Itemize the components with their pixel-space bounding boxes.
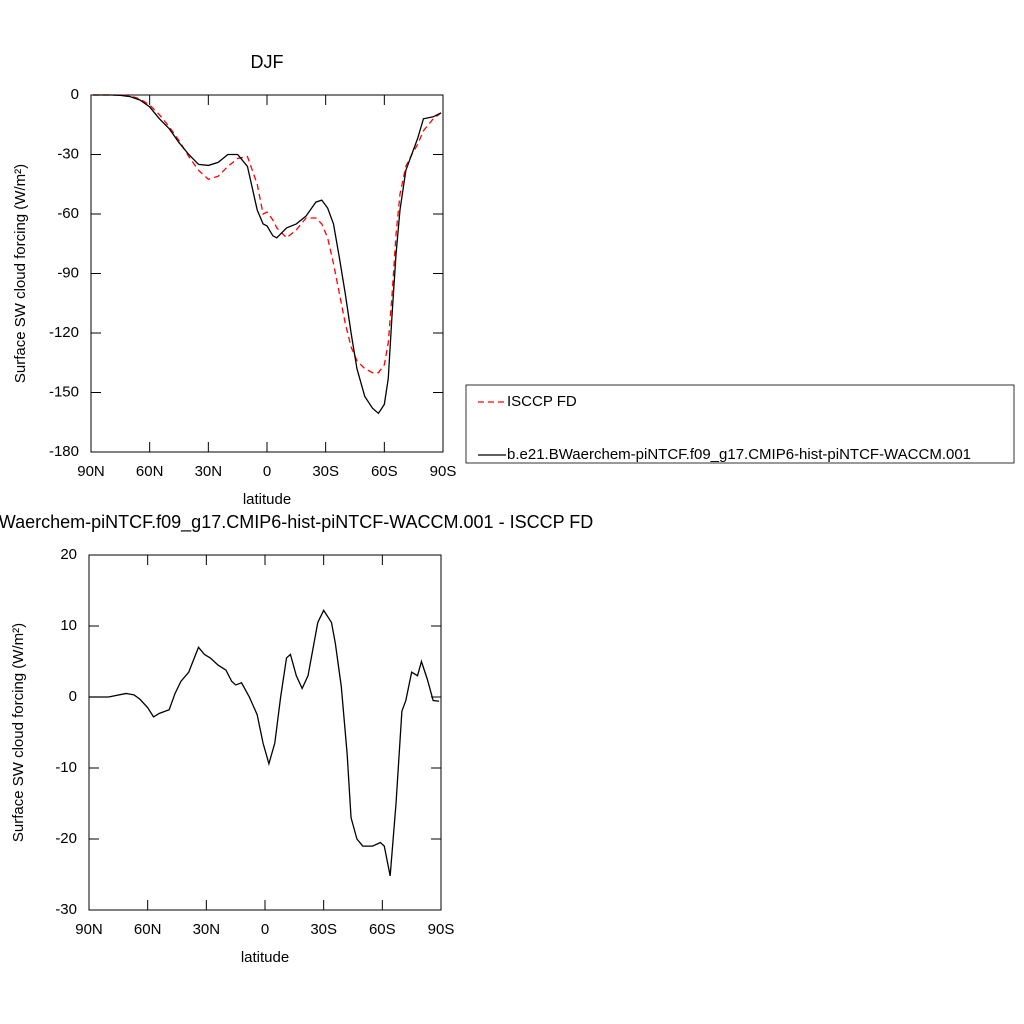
y-tick-label: -10 bbox=[55, 759, 77, 776]
y-tick-label: 0 bbox=[69, 688, 77, 705]
x-tick-label: 90S bbox=[428, 921, 455, 938]
x-tick-label: 60S bbox=[371, 463, 398, 480]
data-line bbox=[92, 94, 442, 415]
x-tick-label: 60N bbox=[136, 463, 164, 480]
y-tick-label: 0 bbox=[71, 86, 79, 103]
x-axis-label: latitude bbox=[243, 491, 291, 508]
x-tick-label: 60N bbox=[134, 921, 162, 938]
y-tick-label: -30 bbox=[57, 145, 79, 162]
legend-box bbox=[465, 384, 1015, 464]
x-tick-label: 0 bbox=[263, 463, 271, 480]
plot-frame bbox=[88, 554, 442, 911]
x-tick-label: 30S bbox=[310, 921, 337, 938]
x-tick-label: 60S bbox=[369, 921, 396, 938]
legend-label: b.e21.BWaerchem-piNTCF.f09_g17.CMIP6-his… bbox=[507, 446, 971, 463]
y-axis-label: Surface SW cloud forcing (W/m²) bbox=[10, 623, 27, 842]
y-tick-label: -20 bbox=[55, 830, 77, 847]
x-tick-label: 90N bbox=[77, 463, 105, 480]
x-tick-label: 30S bbox=[312, 463, 339, 480]
plot-frame bbox=[90, 94, 444, 453]
y-tick-label: -120 bbox=[49, 324, 79, 341]
x-tick-label: 30N bbox=[193, 921, 221, 938]
legend-label: ISCCP FD bbox=[507, 393, 577, 410]
data-line bbox=[92, 94, 442, 374]
chart-title: b.e21.BWaerchem-piNTCF.f09_g17.CMIP6-his… bbox=[0, 512, 593, 533]
y-tick-label: 10 bbox=[60, 617, 77, 634]
x-axis-label: latitude bbox=[241, 949, 289, 966]
x-tick-label: 0 bbox=[261, 921, 269, 938]
chart-title: DJF bbox=[251, 52, 284, 72]
y-tick-label: -30 bbox=[55, 901, 77, 918]
y-tick-label: -180 bbox=[49, 443, 79, 460]
x-tick-label: 30N bbox=[195, 463, 223, 480]
y-tick-label: -150 bbox=[49, 383, 79, 400]
y-tick-label: -90 bbox=[57, 264, 79, 281]
x-tick-label: 90S bbox=[430, 463, 457, 480]
y-tick-label: -60 bbox=[57, 205, 79, 222]
y-axis-label: Surface SW cloud forcing (W/m²) bbox=[12, 164, 29, 383]
x-tick-label: 90N bbox=[75, 921, 103, 938]
data-line bbox=[89, 609, 440, 877]
y-tick-label: 20 bbox=[60, 546, 77, 563]
